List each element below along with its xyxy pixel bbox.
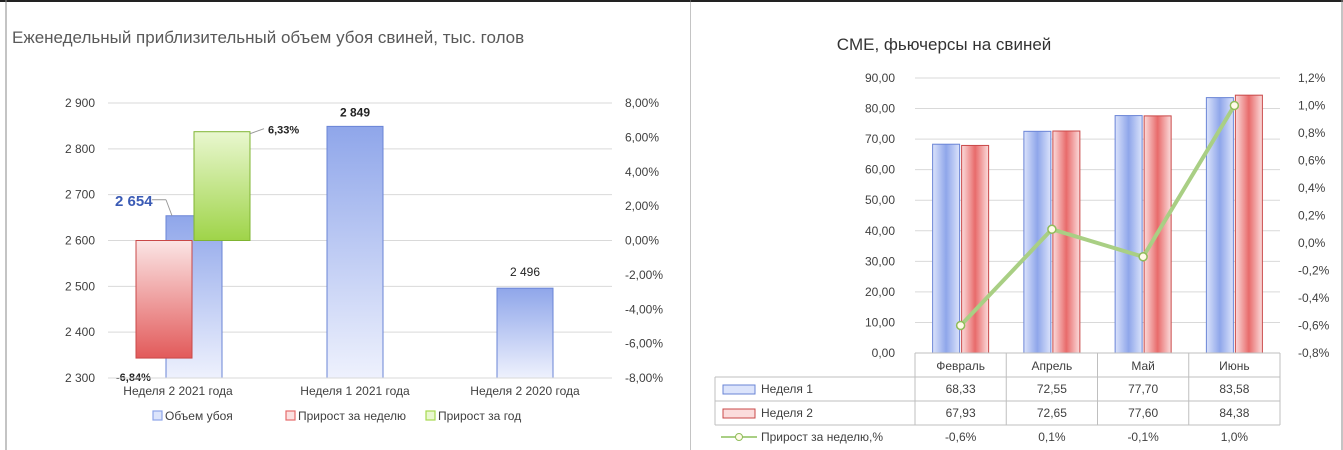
slaughter-chart: Еженедельный приблизительный объем убоя … <box>5 0 663 450</box>
y-tick-label: 40,00 <box>865 224 895 238</box>
table-cell: -0,1% <box>1127 430 1159 444</box>
table-row-label: Прирост за неделю,% <box>761 430 883 444</box>
table-cell: 68,33 <box>946 382 976 396</box>
y2-tick-label: 0,00% <box>625 234 659 248</box>
y-tick-label: 50,00 <box>865 193 895 207</box>
table-header: Февраль <box>936 359 985 373</box>
y-tick-label: 10,00 <box>865 315 895 329</box>
top-border <box>0 0 1343 2</box>
y2-tick-label: 0,0% <box>1298 236 1326 250</box>
y2-tick-label: -0,8% <box>1298 346 1330 360</box>
bar-week-1 <box>932 143 961 354</box>
y-tick-label: 2 900 <box>65 96 95 110</box>
y2-tick-label: -6,00% <box>625 337 663 351</box>
line-marker <box>1138 252 1148 262</box>
y2-tick-label: 1,0% <box>1298 99 1326 113</box>
table-row-label: Неделя 1 <box>761 382 813 396</box>
y-tick-label: 0,00 <box>872 346 896 360</box>
table-cell: 77,60 <box>1128 406 1158 420</box>
legend-marker-swatch <box>735 433 743 441</box>
table-header: Май <box>1131 359 1155 373</box>
table-row-label: Неделя 2 <box>761 406 813 420</box>
data-label-volume: 2 849 <box>340 105 370 119</box>
table-header: Июнь <box>1219 359 1250 373</box>
table-cell: 0,1% <box>1038 430 1066 444</box>
y-tick-label: 2 600 <box>65 234 95 248</box>
y2-tick-label: 2,00% <box>625 199 659 213</box>
table-cell: 84,38 <box>1219 406 1249 420</box>
bar-yearly-change <box>193 131 251 241</box>
y-tick-label: 2 500 <box>65 279 95 293</box>
y2-tick-label: 1,2% <box>1298 71 1326 85</box>
y2-tick-label: 0,4% <box>1298 181 1326 195</box>
x-tick-label: Неделя 2 2020 года <box>470 384 580 398</box>
y-tick-label: 30,00 <box>865 254 895 268</box>
x-tick-label: Неделя 2 2021 года <box>123 384 233 398</box>
y2-tick-label: -8,00% <box>625 371 663 385</box>
table-cell: 72,65 <box>1037 406 1067 420</box>
y-tick-label: 60,00 <box>865 163 895 177</box>
legend-swatch <box>285 410 296 421</box>
y2-tick-label: -0,4% <box>1298 291 1330 305</box>
table-cell: 72,55 <box>1037 382 1067 396</box>
table-cell: 1,0% <box>1221 430 1249 444</box>
y2-tick-label: 0,8% <box>1298 126 1326 140</box>
table-cell: 67,93 <box>946 406 976 420</box>
line-weekly-change <box>959 104 1237 327</box>
legend-swatch <box>425 410 436 421</box>
legend-swatch <box>152 410 163 421</box>
futures-chart: CME, фьючерсы на свиней 90,00 80,00 70,00 6… <box>690 0 1343 450</box>
y-tick-label: 2 700 <box>65 188 95 202</box>
legend-swatch-week-2 <box>722 408 756 419</box>
y-tick-label: 80,00 <box>865 102 895 116</box>
y-tick-label: 2 300 <box>65 371 95 385</box>
y2-tick-label: 0,2% <box>1298 209 1326 223</box>
bar-volume <box>496 287 554 379</box>
legend-label: Объем убоя <box>165 409 233 423</box>
y2-tick-label: 4,00% <box>625 165 659 179</box>
right-chart-title: CME, фьючерсы на свиней <box>837 35 1052 54</box>
line-marker <box>1047 224 1057 234</box>
legend-swatch-week-1 <box>722 384 756 395</box>
data-label-yearly: 6,33% <box>268 125 299 137</box>
y-tick-label: 2 400 <box>65 325 95 339</box>
bar-week-1 <box>1205 97 1234 354</box>
line-marker <box>1229 100 1240 111</box>
leader-line <box>249 128 265 135</box>
bar-week-2 <box>1052 130 1081 354</box>
y2-tick-label: 0,6% <box>1298 154 1326 168</box>
y-tick-label: 90,00 <box>865 71 895 85</box>
bar-week-1 <box>1114 115 1143 354</box>
data-label-volume: 2 496 <box>510 265 540 279</box>
table-cell: -0,6% <box>945 430 977 444</box>
y-tick-label: 2 800 <box>65 142 95 156</box>
bar-week-2 <box>1234 94 1263 354</box>
table-header: Апрель <box>1032 359 1073 373</box>
table-cell: 83,58 <box>1219 382 1249 396</box>
y2-tick-label: -4,00% <box>625 302 663 316</box>
y-tick-label: 70,00 <box>865 132 895 146</box>
x-tick-label: Неделя 1 2021 года <box>300 384 410 398</box>
bar-volume <box>326 125 384 379</box>
legend-label: Прирост за неделю <box>298 409 406 423</box>
data-label-volume: 2 654 <box>115 193 153 210</box>
y2-tick-label: -0,6% <box>1298 319 1330 333</box>
y2-tick-label: -2,00% <box>625 268 663 282</box>
y2-tick-label: 6,00% <box>625 130 659 144</box>
left-chart-title: Еженедельный приблизительный объем убоя … <box>12 28 524 47</box>
bar-weekly-change <box>135 240 193 359</box>
y2-tick-label: 8,00% <box>625 96 659 110</box>
y2-tick-label: -0,2% <box>1298 264 1330 278</box>
leader-line <box>165 199 173 216</box>
line-marker <box>955 320 966 331</box>
legend-label: Прирост за год <box>438 409 521 423</box>
table-cell: 77,70 <box>1128 382 1158 396</box>
y-tick-label: 20,00 <box>865 285 895 299</box>
